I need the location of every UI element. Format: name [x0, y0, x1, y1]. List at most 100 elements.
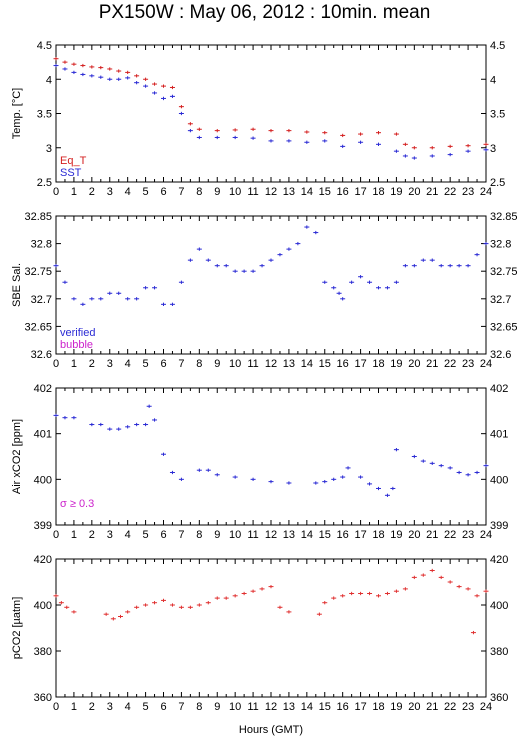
y-tick-label-left: 3.5 — [37, 109, 52, 121]
y-tick-label-left: 400 — [34, 474, 52, 486]
y-tick-label-right: 2.5 — [490, 177, 505, 189]
plot-frame — [55, 558, 487, 698]
plot-frame — [55, 44, 487, 183]
y-axis-label: Temp. [°C] — [11, 88, 23, 139]
x-tick-label: 24 — [480, 701, 492, 713]
x-tick-label: 23 — [462, 701, 474, 713]
x-tick-label: 17 — [354, 358, 366, 370]
x-tick-label: 20 — [408, 529, 420, 541]
x-tick-label: 1 — [71, 358, 77, 370]
x-tick-label: 15 — [319, 701, 331, 713]
y-tick-label-left: 402 — [34, 383, 52, 395]
x-tick-label: 8 — [196, 186, 202, 198]
y-tick-label-left: 360 — [34, 692, 52, 704]
y-tick-label-left: 3 — [46, 143, 52, 155]
x-tick-label: 23 — [462, 529, 474, 541]
y-tick-label-right: 401 — [490, 429, 508, 441]
x-tick-label: 12 — [265, 358, 277, 370]
x-tick-label: 10 — [229, 701, 241, 713]
x-tick-label: 13 — [283, 529, 295, 541]
x-tick-label: 24 — [480, 529, 492, 541]
x-tick-label: 19 — [390, 186, 402, 198]
x-tick-label: 9 — [214, 186, 220, 198]
x-tick-label: 11 — [247, 529, 258, 541]
y-axis-label: SBE Sal. — [11, 263, 23, 307]
x-tick-label: 5 — [143, 186, 149, 198]
x-tick-label: 17 — [354, 701, 366, 713]
x-tick-label: 20 — [408, 701, 420, 713]
y-tick-label-left: 32.8 — [31, 239, 52, 251]
x-tick-label: 22 — [444, 358, 456, 370]
x-tick-label: 22 — [444, 529, 456, 541]
x-tick-label: 11 — [247, 358, 258, 370]
y-tick-label-right: 32.8 — [490, 239, 511, 251]
x-tick-label: 2 — [89, 701, 95, 713]
x-tick-label: 11 — [247, 186, 258, 198]
x-tick-label: 9 — [214, 701, 220, 713]
x-tick-label: 4 — [125, 529, 131, 541]
x-tick-label: 11 — [247, 701, 258, 713]
x-tick-label: 5 — [143, 529, 149, 541]
x-tick-label: 19 — [390, 358, 402, 370]
x-tick-label: 23 — [462, 186, 474, 198]
x-tick-label: 6 — [160, 186, 166, 198]
y-tick-label-left: 32.7 — [31, 294, 52, 306]
x-tick-label: 6 — [160, 529, 166, 541]
x-tick-label: 24 — [480, 358, 492, 370]
x-tick-label: 2 — [89, 186, 95, 198]
y-tick-label-right: 3 — [490, 143, 496, 155]
x-tick-label: 14 — [301, 701, 313, 713]
x-tick-label: 0 — [53, 701, 59, 713]
x-tick-label: 7 — [178, 701, 184, 713]
x-tick-label: 14 — [301, 186, 313, 198]
x-tick-label: 16 — [337, 186, 349, 198]
x-tick-label: 17 — [354, 529, 366, 541]
x-tick-label: 21 — [426, 529, 438, 541]
y-tick-label-right: 32.75 — [490, 266, 518, 278]
y-tick-label-left: 2.5 — [37, 177, 52, 189]
y-tick-label-right: 3.5 — [490, 109, 505, 121]
x-tick-label: 14 — [301, 529, 313, 541]
x-tick-label: 5 — [143, 358, 149, 370]
legend-entry: SST — [60, 167, 82, 179]
x-tick-label: 15 — [319, 358, 331, 370]
x-tick-label: 3 — [107, 701, 113, 713]
y-tick-label-right: 402 — [490, 383, 508, 395]
x-tick-label: 0 — [53, 186, 59, 198]
x-tick-label: 8 — [196, 701, 202, 713]
x-tick-label: 8 — [196, 358, 202, 370]
x-axis-label: Hours (GMT) — [239, 724, 303, 736]
y-tick-label-right: 380 — [490, 646, 508, 658]
y-tick-label-left: 32.75 — [24, 266, 52, 278]
x-tick-label: 4 — [125, 701, 131, 713]
x-tick-label: 10 — [229, 358, 241, 370]
y-tick-label-right: 4 — [490, 74, 496, 86]
x-tick-label: 22 — [444, 186, 456, 198]
x-tick-label: 21 — [426, 358, 438, 370]
x-tick-label: 0 — [53, 529, 59, 541]
x-tick-label: 10 — [229, 529, 241, 541]
annotation-sigma: σ ≥ 0.3 — [60, 498, 94, 510]
y-tick-label-left: 32.65 — [24, 321, 52, 333]
x-tick-label: 23 — [462, 358, 474, 370]
y-tick-label-left: 400 — [34, 600, 52, 612]
x-tick-label: 16 — [337, 529, 349, 541]
y-tick-label-right: 32.65 — [490, 321, 518, 333]
plot-frame — [55, 387, 487, 526]
x-tick-label: 2 — [89, 358, 95, 370]
y-axis-label: pCO2 [µatm] — [11, 597, 23, 660]
x-tick-label: 8 — [196, 529, 202, 541]
x-tick-label: 20 — [408, 358, 420, 370]
x-tick-label: 6 — [160, 701, 166, 713]
plot-frame — [55, 215, 487, 355]
y-tick-label-left: 420 — [34, 554, 52, 566]
y-tick-label-left: 380 — [34, 646, 52, 658]
x-tick-label: 24 — [480, 186, 492, 198]
chart-title: PX150W : May 06, 2012 : 10min. mean — [98, 2, 431, 23]
x-tick-label: 3 — [107, 186, 113, 198]
x-tick-label: 4 — [125, 186, 131, 198]
x-tick-label: 3 — [107, 358, 113, 370]
x-tick-label: 18 — [372, 186, 384, 198]
y-tick-label-right: 400 — [490, 474, 508, 486]
x-tick-label: 6 — [160, 358, 166, 370]
